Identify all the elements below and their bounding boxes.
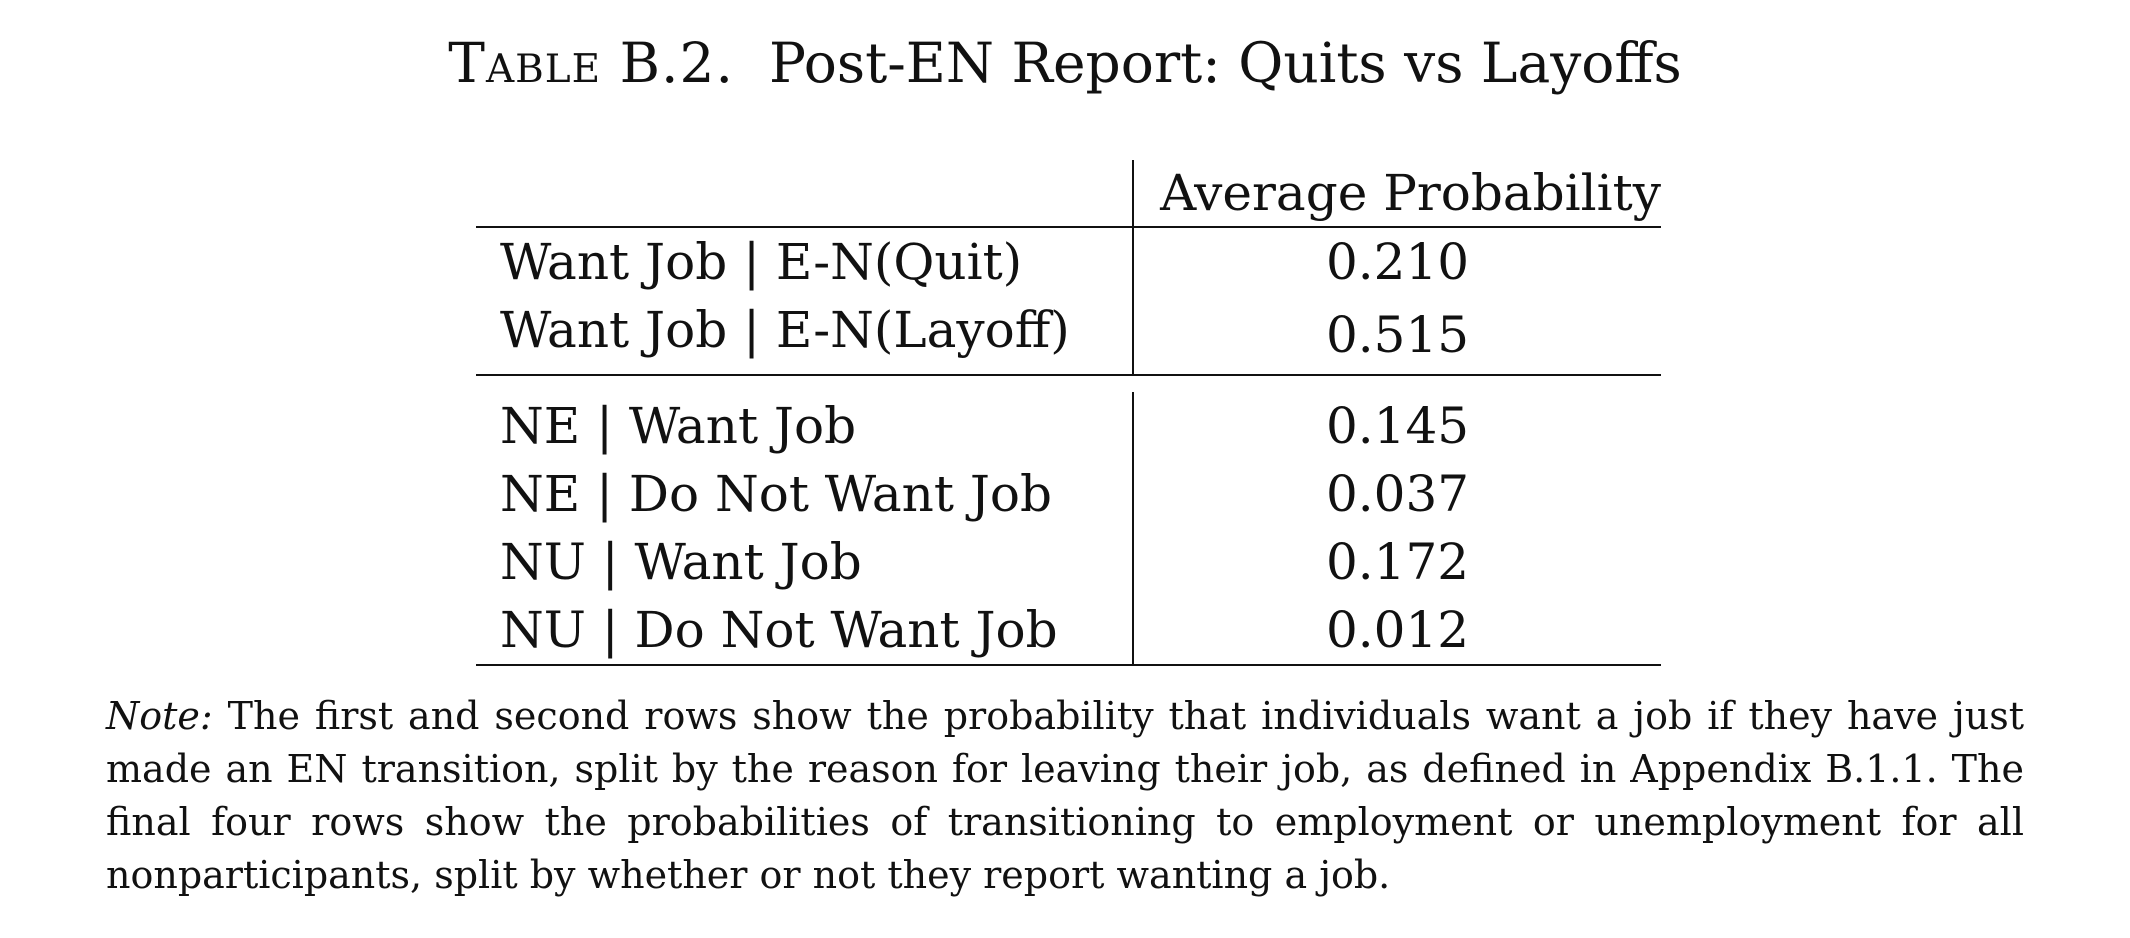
table-caption: Table B.2. Post-EN Report: Quits vs Layo… <box>0 28 2130 98</box>
row-label: Want Job | E-N(Quit) <box>476 227 1135 296</box>
row-value: 0.515 <box>1325 306 1470 364</box>
table-row: NU | Want Job 0.172 <box>476 528 1661 596</box>
table-row: NE | Do Not Want Job 0.037 <box>476 460 1661 528</box>
row-value: 0.172 <box>1325 533 1470 591</box>
table-header-row: Average Probability <box>476 160 1661 227</box>
row-value: 0.210 <box>1325 233 1470 291</box>
row-label: NE | Do Not Want Job <box>476 460 1135 528</box>
row-label: NU | Want Job <box>476 528 1135 596</box>
row-value: 0.037 <box>1325 465 1470 523</box>
table-row: NU | Do Not Want Job 0.012 <box>476 596 1661 665</box>
note-label: Note: <box>106 694 213 738</box>
table-row: NE | Want Job 0.145 <box>476 392 1661 460</box>
stub-header <box>476 160 1135 227</box>
table-row: Want Job | E-N(Quit) 0.210 <box>476 227 1661 296</box>
row-value: 0.012 <box>1325 601 1470 659</box>
table-number: Table B.2. <box>448 31 735 95</box>
row-label: NE | Want Job <box>476 392 1135 460</box>
row-value: 0.145 <box>1325 397 1470 455</box>
table-title: Post-EN Report: Quits vs Layoffs <box>768 31 1682 95</box>
column-header-average-probability: Average Probability <box>1160 164 1661 222</box>
table-row: Want Job | E-N(Layoff) 0.515 <box>476 296 1661 375</box>
row-label: NU | Do Not Want Job <box>476 596 1135 665</box>
note-text: The first and second rows show the proba… <box>106 694 2024 897</box>
results-table-container: Average Probability Want Job | E-N(Quit)… <box>476 160 1661 666</box>
block-separator <box>476 375 1661 392</box>
table-note: Note: The first and second rows show the… <box>106 690 2024 902</box>
separator-cell <box>476 375 1133 392</box>
row-label: Want Job | E-N(Layoff) <box>476 296 1135 375</box>
separator-cell <box>1133 375 1661 392</box>
results-table: Average Probability Want Job | E-N(Quit)… <box>476 160 1661 666</box>
